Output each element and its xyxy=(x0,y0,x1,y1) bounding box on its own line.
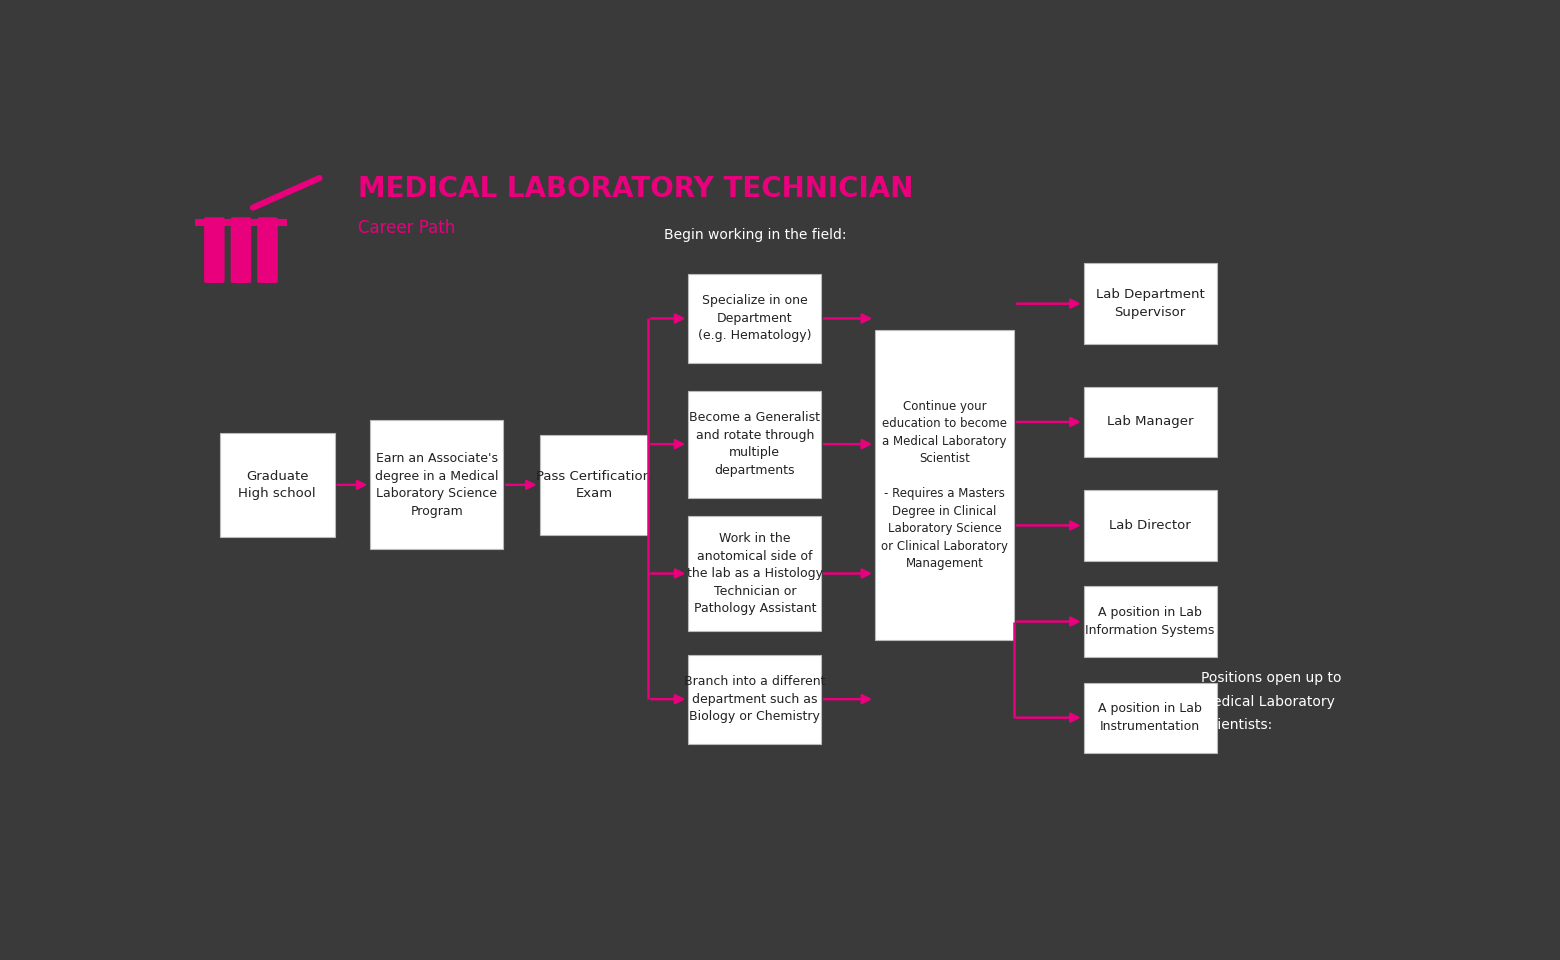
FancyBboxPatch shape xyxy=(370,420,504,549)
FancyBboxPatch shape xyxy=(688,655,821,744)
Text: Work in the
anotomical side of
the lab as a Histology
Technician or
Pathology As: Work in the anotomical side of the lab a… xyxy=(686,532,822,615)
FancyBboxPatch shape xyxy=(540,435,649,535)
FancyBboxPatch shape xyxy=(875,329,1014,640)
Text: A position in Lab
Information Systems: A position in Lab Information Systems xyxy=(1086,607,1215,636)
FancyBboxPatch shape xyxy=(257,217,278,283)
Text: Pass Certification
Exam: Pass Certification Exam xyxy=(537,469,652,500)
Text: Career Path: Career Path xyxy=(359,219,456,236)
Text: Lab Department
Supervisor: Lab Department Supervisor xyxy=(1095,288,1204,319)
Text: Branch into a different
department such as
Biology or Chemistry: Branch into a different department such … xyxy=(683,675,825,723)
Text: Positions open up to
Medical Laboratory
Scientists:: Positions open up to Medical Laboratory … xyxy=(1201,671,1342,732)
FancyBboxPatch shape xyxy=(688,275,821,363)
Text: Lab Director: Lab Director xyxy=(1109,519,1190,532)
FancyBboxPatch shape xyxy=(1084,683,1217,753)
Text: Lab Manager: Lab Manager xyxy=(1108,416,1193,428)
FancyBboxPatch shape xyxy=(688,516,821,631)
Text: A position in Lab
Instrumentation: A position in Lab Instrumentation xyxy=(1098,703,1203,732)
FancyBboxPatch shape xyxy=(1084,263,1217,345)
Text: Continue your
education to become
a Medical Laboratory
Scientist

- Requires a M: Continue your education to become a Medi… xyxy=(881,399,1008,570)
Text: Earn an Associate's
degree in a Medical
Laboratory Science
Program: Earn an Associate's degree in a Medical … xyxy=(374,452,499,517)
Text: MEDICAL LABORATORY TECHNICIAN: MEDICAL LABORATORY TECHNICIAN xyxy=(359,175,914,204)
FancyBboxPatch shape xyxy=(688,391,821,497)
FancyBboxPatch shape xyxy=(231,217,251,283)
Text: Begin working in the field:: Begin working in the field: xyxy=(663,228,846,242)
FancyBboxPatch shape xyxy=(220,433,335,537)
Text: Specialize in one
Department
(e.g. Hematology): Specialize in one Department (e.g. Hemat… xyxy=(697,295,811,343)
FancyBboxPatch shape xyxy=(204,217,225,283)
FancyBboxPatch shape xyxy=(195,219,287,227)
Text: Become a Generalist
and rotate through
multiple
departments: Become a Generalist and rotate through m… xyxy=(690,412,821,477)
FancyBboxPatch shape xyxy=(1084,491,1217,561)
FancyBboxPatch shape xyxy=(1084,587,1217,657)
Text: Graduate
High school: Graduate High school xyxy=(239,469,317,500)
FancyBboxPatch shape xyxy=(1084,387,1217,457)
